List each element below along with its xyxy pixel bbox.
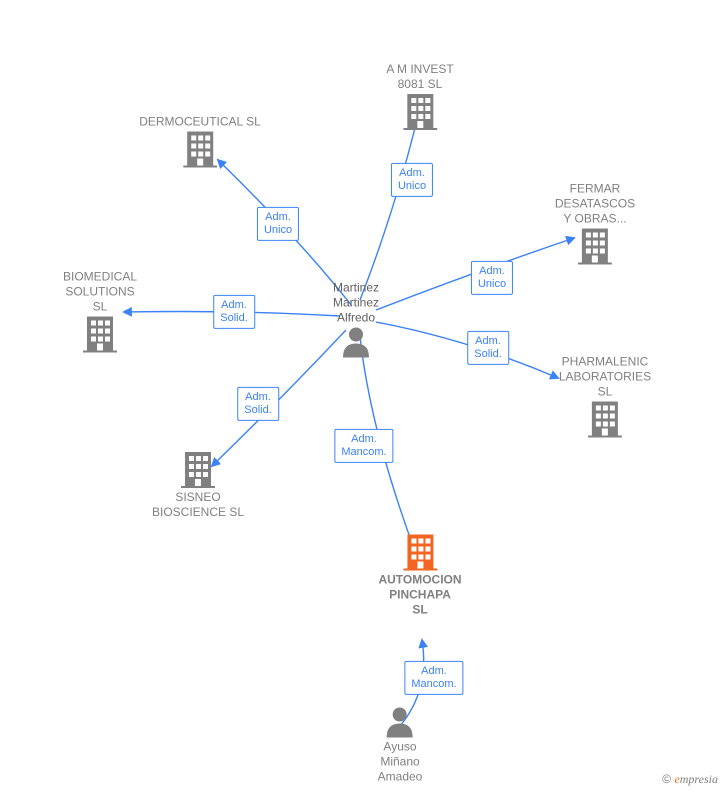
edge-label-4: Adm. Solid.: [213, 295, 255, 329]
person-icon: [385, 706, 415, 738]
node-label-fermar: FERMAR DESATASCOS Y OBRAS...: [555, 182, 635, 227]
node-automocion: AUTOMOCION PINCHAPA SL: [378, 533, 461, 618]
edge-label-5: Adm. Solid.: [237, 387, 279, 421]
node-dermoceutical: DERMOCEUTICAL SL: [139, 113, 261, 168]
node-fermar: FERMAR DESATASCOS Y OBRAS...: [555, 180, 635, 265]
person-icon: [341, 326, 371, 358]
building-icon: [183, 130, 217, 168]
node-sisneo: SISNEO BIOSCIENCE SL: [152, 450, 244, 520]
building-icon: [181, 450, 215, 488]
node-label-am_invest: A M INVEST 8081 SL: [386, 62, 453, 92]
node-label-biomedical: BIOMEDICAL SOLUTIONS SL: [63, 270, 137, 315]
edge-label-1: Adm. Unico: [391, 163, 433, 197]
edge-label-6: Adm. Mancom.: [334, 429, 393, 463]
node-biomedical: BIOMEDICAL SOLUTIONS SL: [63, 268, 137, 353]
building-icon: [578, 227, 612, 265]
diagram-canvas: Martinez Martinez Alfredo DERMOCEUTICAL …: [0, 0, 728, 795]
brand-rest: mpresia: [680, 772, 718, 786]
building-icon: [83, 315, 117, 353]
node-label-sisneo: SISNEO BIOSCIENCE SL: [152, 490, 244, 520]
node-label-pharmalenic: PHARMALENIC LABORATORIES SL: [559, 355, 651, 400]
copyright-symbol: ©: [662, 772, 671, 786]
node-label-dermoceutical: DERMOCEUTICAL SL: [139, 115, 261, 130]
node-am_invest: A M INVEST 8081 SL: [386, 60, 453, 130]
building-icon: [403, 533, 437, 571]
node-center_person: Martinez Martinez Alfredo: [333, 279, 379, 358]
edge-center_person-sisneo: [212, 330, 346, 466]
node-label-automocion: AUTOMOCION PINCHAPA SL: [378, 573, 461, 618]
edge-label-2: Adm. Unico: [471, 261, 513, 295]
edge-center_person-am_invest: [360, 116, 418, 300]
building-icon: [588, 400, 622, 438]
building-icon: [403, 92, 437, 130]
node-label-ayuso: Ayuso Miñano Amadeo: [378, 740, 423, 785]
node-ayuso: Ayuso Miñano Amadeo: [378, 706, 423, 785]
edge-label-3: Adm. Solid.: [467, 331, 509, 365]
node-pharmalenic: PHARMALENIC LABORATORIES SL: [559, 353, 651, 438]
edge-label-7: Adm. Mancom.: [404, 661, 463, 695]
copyright: © empresia: [662, 772, 718, 787]
node-label-center_person: Martinez Martinez Alfredo: [333, 281, 379, 326]
edge-label-0: Adm. Unico: [257, 207, 299, 241]
